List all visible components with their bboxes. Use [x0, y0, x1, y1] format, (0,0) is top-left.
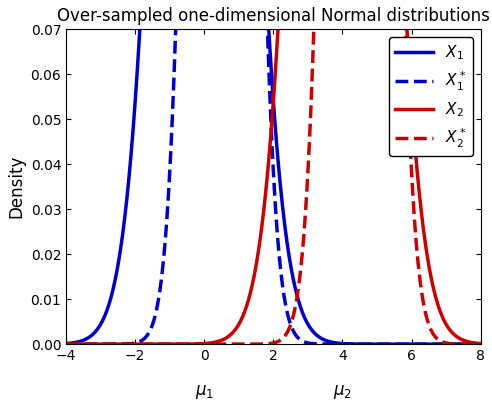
Line: $X_1^*$: $X_1^*$: [66, 0, 481, 344]
$X_1^*$: [390, 342, 396, 347]
Text: $\mu_2$: $\mu_2$: [333, 383, 352, 401]
Legend: $X_1$, $X_1^*$, $X_2$, $X_2^*$: $X_1$, $X_1^*$, $X_2$, $X_2^*$: [389, 37, 473, 156]
$X_1^*$: [465, 342, 471, 347]
$X_1^*$: [63, 342, 69, 347]
Title: Over-sampled one-dimensional Normal distributions: Over-sampled one-dimensional Normal dist…: [57, 7, 490, 25]
$X_2$: [254, 259, 260, 264]
$X_2^*$: [466, 342, 472, 347]
$X_2$: [63, 342, 69, 347]
$X_2^*$: [465, 342, 471, 347]
$X_1$: [465, 342, 471, 347]
$X_2$: [84, 342, 90, 347]
$X_2^*$: [254, 341, 260, 346]
$X_2^*$: [84, 342, 90, 347]
$X_1^*$: [466, 342, 472, 347]
$X_1$: [478, 342, 484, 347]
$X_1^*$: [84, 342, 90, 347]
$X_1$: [466, 342, 472, 347]
Y-axis label: Density: Density: [7, 155, 25, 218]
$X_1^*$: [478, 342, 484, 347]
$X_2^*$: [478, 342, 484, 347]
Line: $X_2^*$: $X_2^*$: [66, 0, 481, 344]
$X_1$: [84, 336, 90, 341]
Line: $X_2$: $X_2$: [66, 0, 481, 344]
Line: $X_1$: $X_1$: [66, 0, 481, 344]
$X_1$: [390, 342, 396, 347]
$X_2$: [465, 339, 471, 344]
$X_2$: [466, 339, 472, 344]
$X_1$: [63, 341, 69, 346]
Text: $\mu_1$: $\mu_1$: [195, 383, 214, 401]
$X_1$: [265, 12, 271, 17]
$X_2^*$: [265, 341, 271, 346]
$X_2$: [265, 169, 271, 174]
$X_2^*$: [63, 342, 69, 347]
$X_2$: [478, 341, 484, 346]
$X_1^*$: [265, 39, 271, 44]
